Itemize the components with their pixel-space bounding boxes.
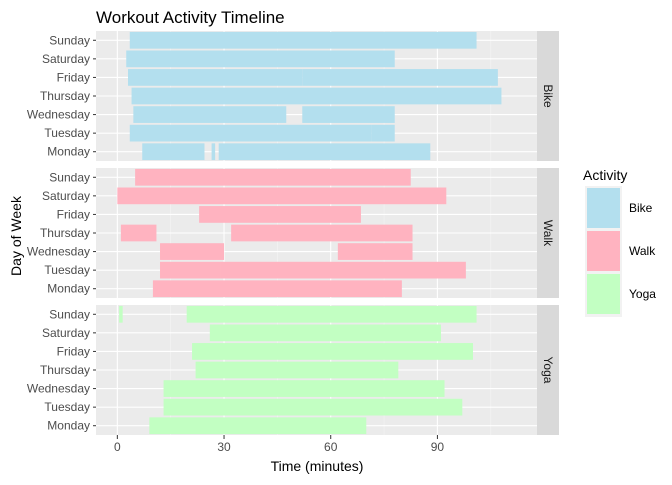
segment-yoga-wednesday [163, 380, 445, 397]
x-axis-label: Time (minutes) [271, 458, 364, 474]
facet-strip [537, 168, 559, 298]
segment-yoga-tuesday [163, 398, 463, 416]
x-tick-label: 30 [217, 440, 231, 454]
segment-bike-wednesday [302, 106, 395, 123]
y-tick-label: Thursday [40, 89, 90, 103]
y-tick-label: Sunday [49, 307, 90, 321]
x-tick-label: 60 [324, 440, 338, 454]
segment-bike-thursday [131, 87, 502, 105]
facet-panel-walk: Monday Tuesday Wednesday Thursday Friday Satu… [27, 168, 559, 298]
y-tick-label: Wednesday [27, 382, 90, 396]
facet-panel-bike: Monday Tuesday Wednesday Thursday Friday Satu… [27, 31, 559, 161]
segment-bike-friday [128, 69, 303, 86]
segment-walk-monday [152, 280, 402, 298]
y-tick-label: Sunday [49, 33, 90, 47]
segment-yoga-sunday [186, 305, 477, 323]
segment-walk-tuesday [220, 261, 466, 279]
legend-swatch-yoga [587, 274, 620, 314]
facet-strip-label: Yoga [541, 357, 555, 384]
segment-walk-thursday [231, 224, 413, 242]
segment-yoga-thursday [195, 361, 399, 379]
segment-walk-tuesday [160, 261, 221, 279]
y-tick-label: Saturday [42, 52, 90, 66]
y-tick-label: Monday [47, 282, 90, 296]
legend-swatch-walk [587, 231, 620, 271]
segment-bike-saturday [126, 50, 395, 68]
facet-panels: Monday Tuesday Wednesday Thursday Friday Satu… [27, 31, 559, 435]
y-tick-label: Saturday [42, 189, 90, 203]
facet-strip-label: Walk [541, 220, 555, 247]
y-tick-label: Thursday [40, 226, 90, 240]
legend-title: Activity [583, 167, 627, 183]
y-axis-label: Day of Week [8, 195, 24, 276]
legend-label-walk: Walk [629, 244, 656, 258]
chart-title: Workout Activity Timeline [96, 8, 285, 27]
facet-strip-label: Bike [541, 84, 555, 108]
segment-bike-tuesday [371, 124, 395, 142]
y-tick-label: Wednesday [27, 108, 90, 122]
x-tick-label: 90 [431, 440, 445, 454]
segment-bike-friday [302, 69, 498, 86]
segment-walk-wednesday [160, 243, 225, 260]
legend-label-bike: Bike [629, 201, 653, 215]
segment-walk-sunday [135, 168, 411, 186]
facet-strip [537, 31, 559, 161]
y-tick-label: Tuesday [44, 400, 90, 414]
facet-panel-yoga: Monday Tuesday Wednesday Thursday Friday Satu… [27, 305, 559, 435]
x-tick-label: 0 [114, 440, 121, 454]
segment-yoga-monday [149, 417, 367, 435]
y-tick-label: Sunday [49, 170, 90, 184]
segment-walk-thursday [120, 224, 157, 242]
y-tick-label: Tuesday [44, 126, 90, 140]
y-tick-label: Thursday [40, 363, 90, 377]
y-tick-label: Tuesday [44, 263, 90, 277]
facet-strip [537, 305, 559, 435]
segment-bike-sunday [129, 31, 477, 49]
y-tick-label: Friday [57, 344, 90, 358]
x-axis: 0 30 60 90 [114, 435, 444, 454]
segment-bike-tuesday [129, 124, 372, 142]
segment-bike-wednesday [133, 106, 287, 123]
segment-yoga-saturday [209, 324, 441, 342]
legend-label-yoga: Yoga [629, 287, 656, 301]
y-tick-label: Friday [57, 70, 90, 84]
segment-bike-monday [142, 143, 205, 161]
y-tick-label: Monday [47, 419, 90, 433]
segment-walk-friday [199, 206, 361, 223]
y-tick-label: Wednesday [27, 245, 90, 259]
y-tick-label: Monday [47, 145, 90, 159]
segment-bike-monday [218, 143, 431, 161]
y-tick-label: Friday [57, 207, 90, 221]
segment-yoga-sunday [119, 305, 123, 323]
legend: Activity Bike Walk Yoga [583, 167, 656, 317]
segment-walk-saturday [117, 187, 447, 205]
segment-walk-wednesday [337, 243, 413, 260]
segment-yoga-friday [192, 343, 473, 360]
y-tick-label: Saturday [42, 326, 90, 340]
legend-swatch-bike [587, 188, 620, 228]
segment-bike-monday [211, 143, 216, 161]
